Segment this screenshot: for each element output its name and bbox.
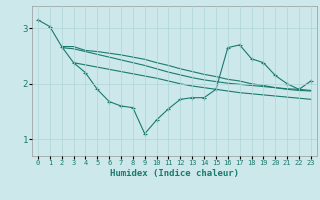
X-axis label: Humidex (Indice chaleur): Humidex (Indice chaleur) — [110, 169, 239, 178]
